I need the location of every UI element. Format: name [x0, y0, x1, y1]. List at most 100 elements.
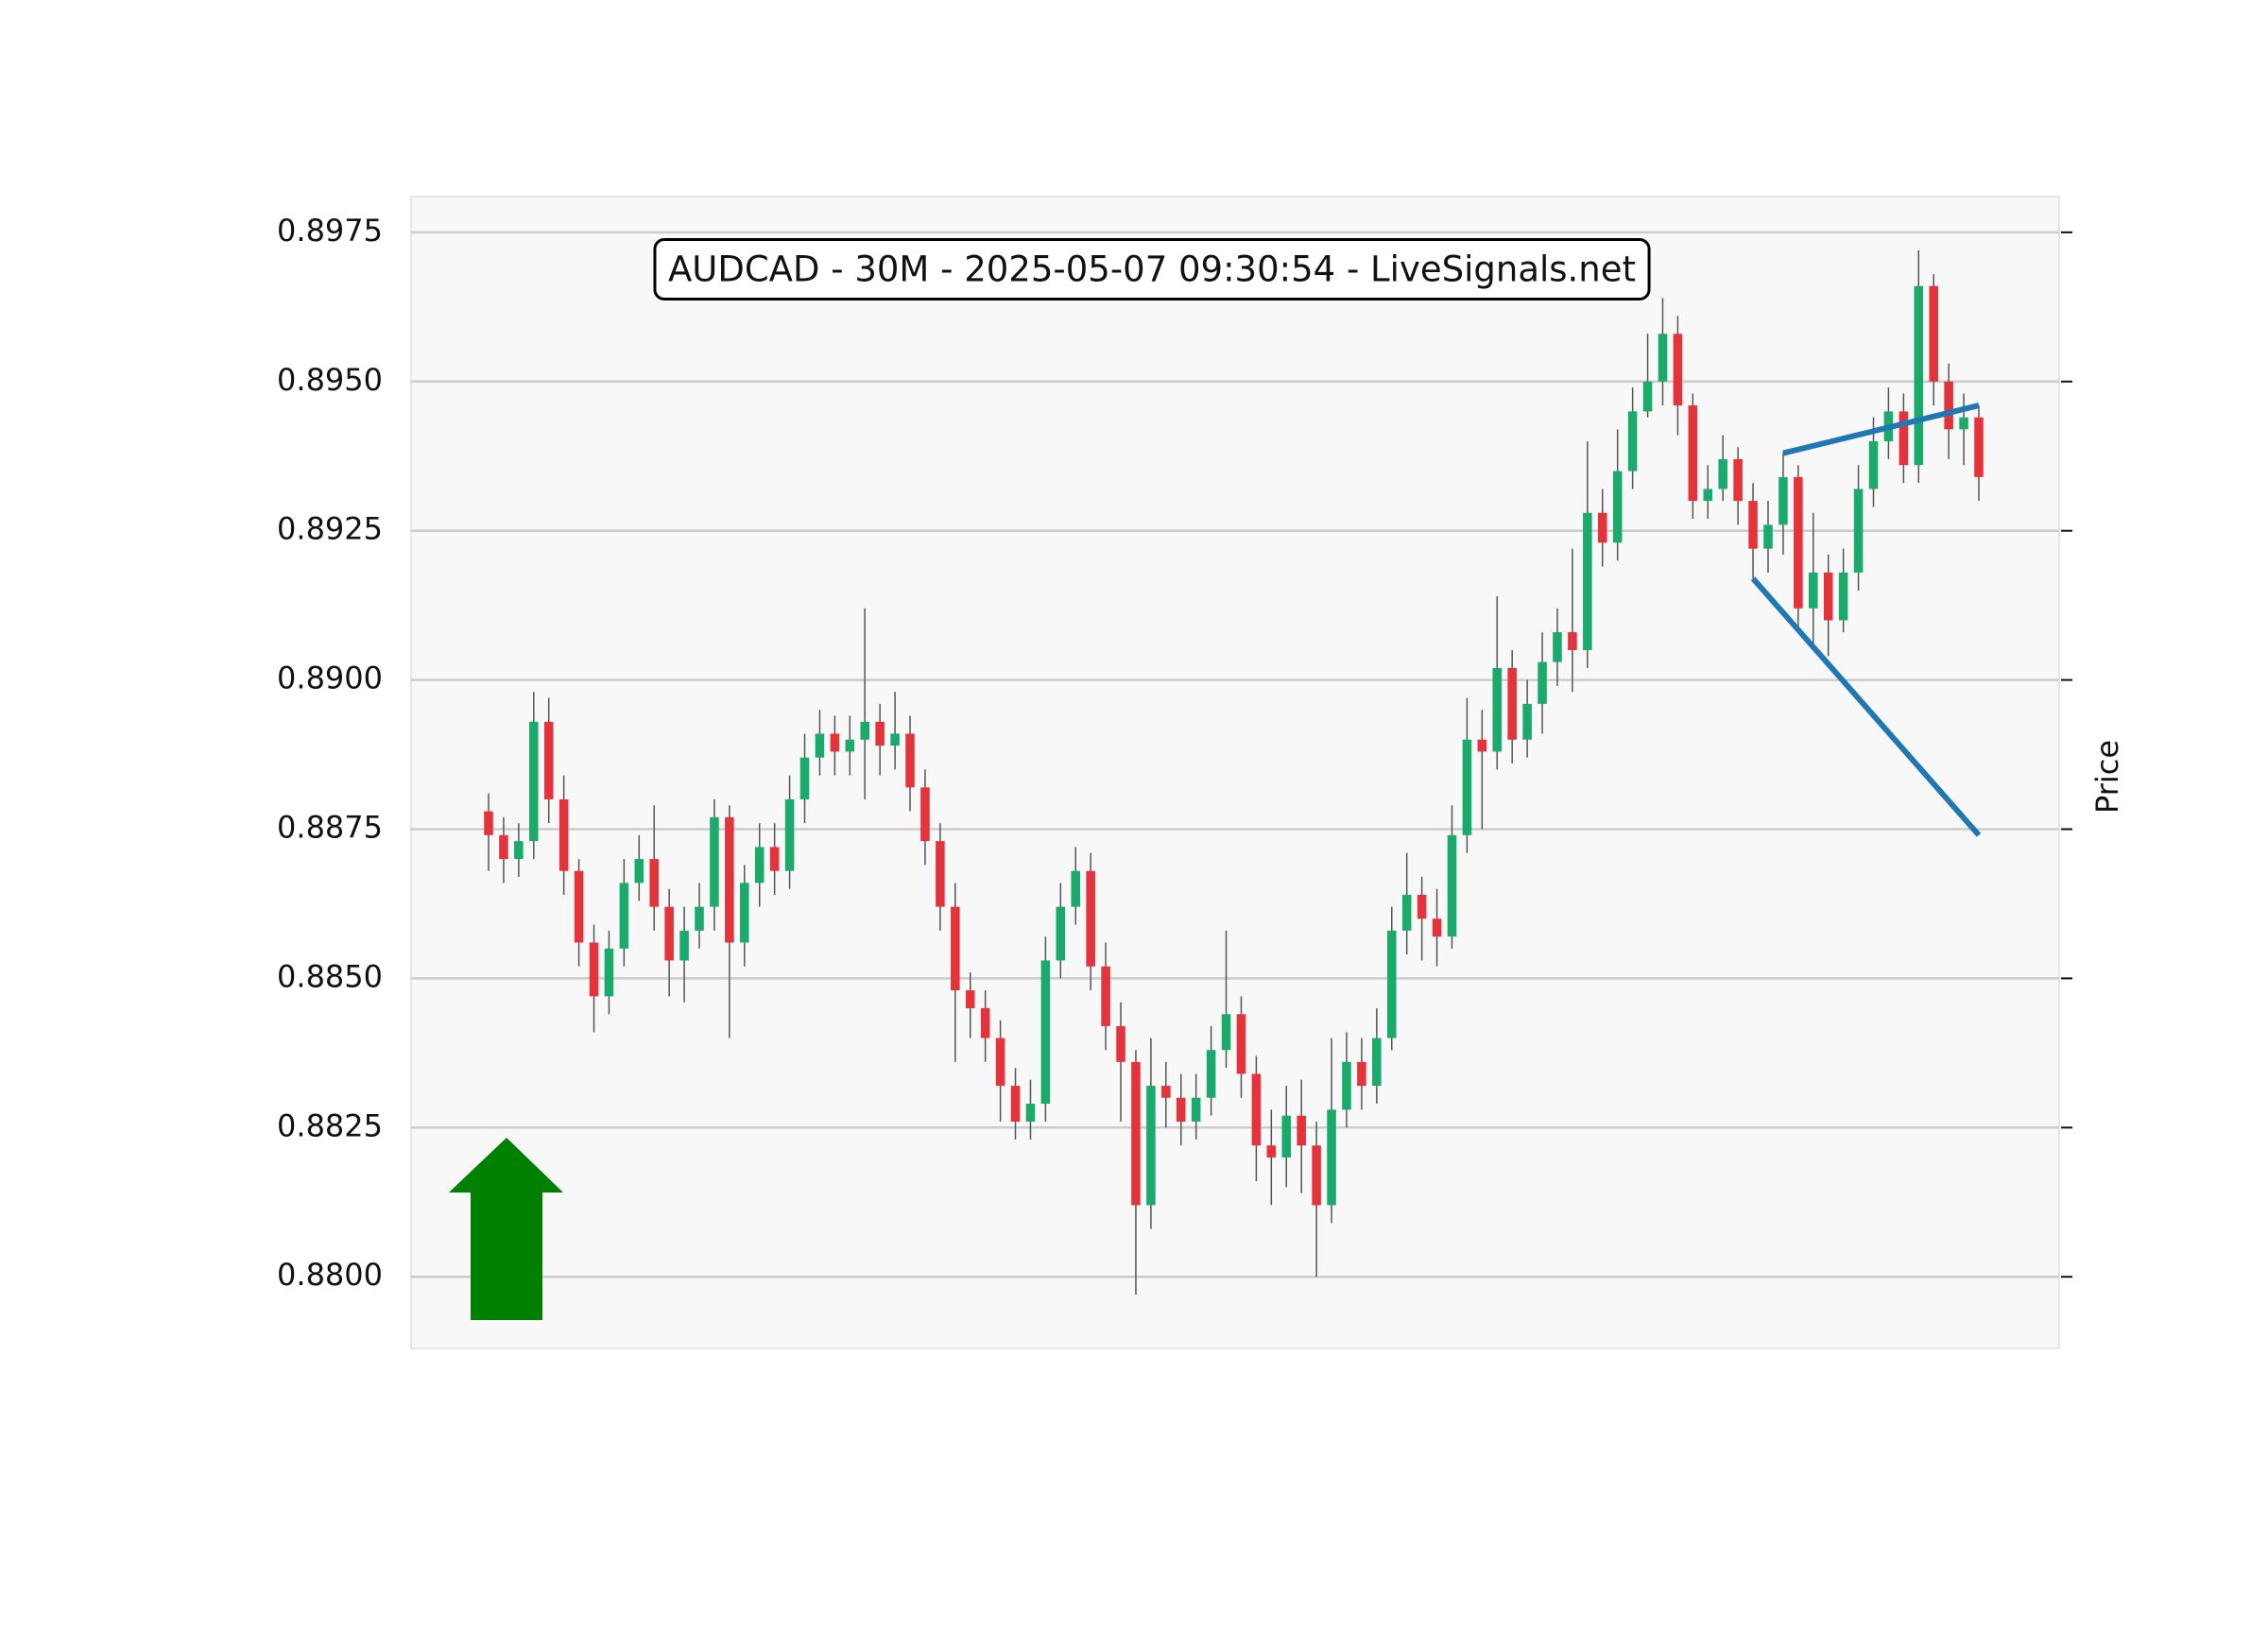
candle-body	[1838, 572, 1848, 621]
candle-body	[1236, 1014, 1246, 1074]
candle-body	[1417, 894, 1427, 919]
candle-body	[1221, 1014, 1231, 1051]
candle-body	[1312, 1145, 1321, 1206]
y-tick-label: 0.8975	[277, 213, 383, 249]
candle-body	[558, 798, 569, 871]
candle-body	[769, 847, 780, 871]
candle-body	[1778, 476, 1788, 525]
candle-body	[1597, 512, 1607, 543]
candle-body	[951, 906, 960, 991]
candle-body	[1718, 458, 1727, 489]
candle-body	[1899, 411, 1909, 466]
y-tick-label: 0.8850	[277, 958, 383, 994]
candle-body	[664, 906, 674, 961]
candle-body	[1401, 894, 1412, 931]
candle-body	[649, 859, 660, 907]
candle-body	[1342, 1061, 1351, 1110]
candle-body	[1206, 1050, 1216, 1098]
candle-body	[725, 816, 734, 943]
candle-body	[1101, 966, 1110, 1026]
candle-body	[1823, 572, 1833, 621]
candle-body	[1553, 632, 1562, 662]
candle-body	[679, 930, 689, 961]
candle-body	[890, 733, 900, 746]
candle-body	[1583, 512, 1592, 651]
candle-body	[830, 733, 840, 752]
candle-body	[604, 948, 614, 997]
candle-body	[1673, 334, 1683, 406]
candle-body	[1507, 667, 1517, 740]
y-tick-label: 0.8825	[277, 1107, 383, 1143]
candle-body	[1627, 411, 1638, 472]
candle-body	[1688, 405, 1698, 502]
candle-body	[875, 721, 885, 746]
trend-line	[1750, 576, 1982, 837]
candle-body	[980, 1007, 990, 1038]
candle-body	[1372, 1038, 1382, 1087]
candle-body	[543, 721, 554, 799]
candle-body	[1176, 1097, 1186, 1122]
candle-body	[995, 1038, 1005, 1087]
y-axis-label: Price	[2089, 740, 2125, 814]
candle-body	[710, 816, 719, 907]
candle-body	[1086, 870, 1095, 967]
y-tick-label: 0.8900	[277, 661, 383, 696]
candle-body	[965, 990, 975, 1008]
candle-body	[1131, 1061, 1141, 1206]
candle-body	[1568, 632, 1577, 651]
candle-body	[484, 811, 493, 835]
candle-body	[1191, 1097, 1201, 1122]
candle-body	[1146, 1086, 1156, 1206]
candle-body	[1959, 417, 1968, 430]
candle-body	[695, 906, 704, 931]
candle-body	[1794, 476, 1803, 609]
candle-body	[740, 883, 749, 943]
candle-body	[1522, 703, 1532, 740]
candle-body	[1612, 471, 1623, 543]
candle-body	[1386, 930, 1397, 1038]
candle-body	[619, 883, 629, 949]
candle-body	[1853, 489, 1864, 573]
candle-body	[1944, 381, 1953, 430]
candle-body	[1974, 417, 1984, 477]
candle-body	[1929, 285, 1938, 382]
candle-body	[1477, 739, 1487, 752]
candle-body	[799, 757, 810, 799]
candle-body	[936, 841, 945, 907]
y-tick-label: 0.8950	[277, 362, 383, 398]
candle-body	[815, 733, 825, 758]
candle-body	[920, 787, 930, 842]
candle-body	[1538, 661, 1547, 704]
candle-body	[784, 798, 795, 871]
trend-line	[1782, 403, 1980, 456]
candle-body	[1251, 1073, 1262, 1146]
candle-body	[1010, 1086, 1021, 1122]
candle-body	[860, 721, 870, 740]
candle-body	[499, 834, 508, 860]
candle-body	[1025, 1104, 1036, 1122]
candle-body	[1281, 1115, 1292, 1158]
candle-body	[1914, 285, 1924, 466]
candle-body	[1763, 524, 1773, 549]
candle-body	[1658, 334, 1668, 382]
candle-body	[589, 942, 599, 997]
y-tick-label: 0.8800	[277, 1257, 383, 1293]
plot-area	[410, 196, 2060, 1349]
candle-body	[529, 721, 539, 842]
candle-body	[1462, 739, 1472, 835]
candle-body	[1116, 1025, 1125, 1062]
candle-body	[1733, 458, 1743, 502]
candle-body	[634, 859, 644, 884]
title-box	[653, 238, 1651, 300]
candle-body	[1327, 1109, 1336, 1206]
candle-body	[1161, 1086, 1171, 1098]
candle-body	[754, 847, 765, 884]
candle-body	[1056, 906, 1066, 961]
candle-body	[1642, 381, 1653, 412]
y-tick-label: 0.8925	[277, 511, 383, 547]
candle-body	[1447, 834, 1457, 937]
candle-body	[1040, 960, 1051, 1105]
candle-body	[845, 739, 855, 752]
chart-title: AUDCAD - 30M - 2025-05-07 09:30:54 - Liv…	[668, 249, 1636, 290]
